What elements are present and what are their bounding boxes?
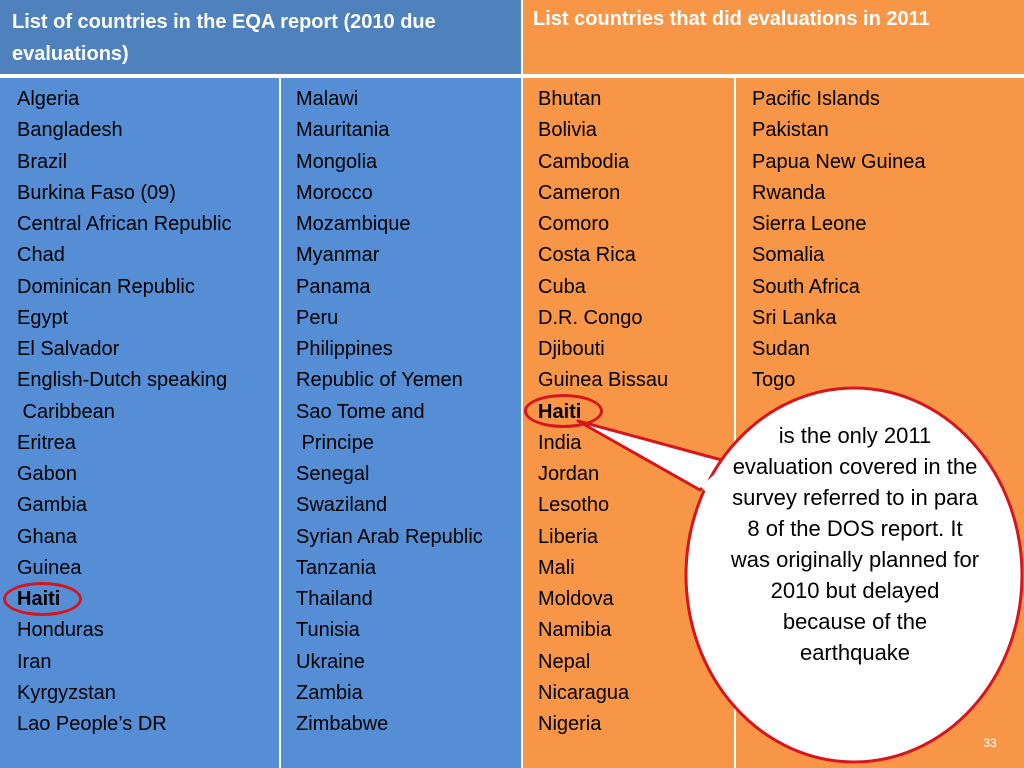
country-item: India: [538, 431, 582, 454]
country-item: Morocco: [296, 181, 373, 204]
country-item: Republic of Yemen: [296, 369, 463, 392]
country-item: Papua New Guinea: [752, 150, 926, 173]
country-item: Namibia: [538, 619, 612, 642]
country-item: Bolivia: [538, 119, 597, 142]
country-item: Mozambique: [296, 213, 411, 235]
country-item: Togo: [752, 369, 796, 392]
country-item: Kyrgyzstan: [17, 681, 116, 704]
country-item: Thailand: [296, 588, 373, 610]
page-number: 33: [983, 736, 997, 750]
country-item: Peru: [296, 306, 339, 329]
country-item: Dominican Republic: [17, 275, 195, 298]
country-item: Comoro: [538, 213, 610, 235]
country-item: Burkina Faso (09): [17, 181, 176, 204]
country-item: Zimbabwe: [296, 713, 389, 735]
country-item: Central African Republic: [17, 213, 232, 235]
country-item: Swaziland: [296, 494, 388, 517]
country-list: Malawi Mauritania Mongolia Morocco Mozambiqu…: [296, 87, 483, 743]
column-eqa-2: Malawi Mauritania Mongolia Morocco Mozambiqu…: [281, 78, 521, 768]
country-item: Malawi: [296, 88, 359, 110]
country-item: Panama: [296, 275, 371, 298]
country-item: Gabon: [17, 463, 78, 485]
country-item: Nicaragua: [538, 681, 630, 704]
country-item: Brazil: [17, 150, 68, 173]
country-item: Guinea Bissau: [538, 369, 669, 392]
country-item: Pakistan: [752, 119, 829, 142]
country-list: Algeria Bangladesh Brazil Burkina Faso (09)…: [17, 87, 232, 743]
country-item: Senegal: [296, 463, 370, 485]
country-item: Pacific Islands: [752, 88, 880, 110]
country-item: Nepal: [538, 650, 591, 673]
country-item: Sao Tome and: [296, 400, 425, 423]
country-item: Nigeria: [538, 713, 602, 735]
country-item: South Africa: [752, 275, 860, 298]
country-item: Sudan: [752, 338, 810, 360]
country-item: Ghana: [17, 525, 78, 548]
country-item: Egypt: [17, 306, 69, 329]
country-item: Algeria: [17, 88, 80, 110]
country-item: Syrian Arab Republic: [296, 525, 483, 548]
country-item: Chad: [17, 244, 65, 267]
country-item: Gambia: [17, 494, 88, 517]
country-item: Iran: [17, 650, 52, 673]
country-item: Myanmar: [296, 244, 380, 267]
country-item: Principe: [296, 431, 374, 454]
haiti-highlight-ring: [524, 394, 603, 428]
callout-text: is the only 2011 evaluation covered in t…: [730, 423, 980, 665]
country-item: Cameron: [538, 181, 621, 204]
country-item: Djibouti: [538, 338, 605, 360]
country-item: Liberia: [538, 525, 599, 548]
country-item: Jordan: [538, 463, 600, 485]
country-item: Costa Rica: [538, 244, 636, 267]
country-item: Mongolia: [296, 150, 378, 173]
country-item: Guinea: [17, 556, 82, 579]
country-item: Honduras: [17, 619, 104, 642]
country-item: Ukraine: [296, 650, 365, 673]
haiti-highlight-ring: [3, 582, 82, 616]
country-item: Bangladesh: [17, 119, 123, 142]
country-list: Pacific Islands Pakistan Papua New Guinea R…: [752, 87, 925, 400]
header-left-title: List of countries in the EQA report (201…: [0, 0, 521, 74]
country-item: Philippines: [296, 338, 393, 360]
country-item: Tanzania: [296, 556, 377, 579]
country-item: Rwanda: [752, 181, 826, 204]
country-item: Eritrea: [17, 431, 76, 454]
country-item: Caribbean: [17, 400, 115, 423]
country-item: Zambia: [296, 681, 363, 704]
country-item: Bhutan: [538, 88, 602, 110]
country-item: English-Dutch speaking: [17, 369, 228, 392]
country-item: Lesotho: [538, 494, 610, 517]
country-item: El Salvador: [17, 338, 120, 360]
country-item: Sri Lanka: [752, 306, 837, 329]
country-item: Mali: [538, 556, 575, 579]
country-item: Mauritania: [296, 119, 390, 142]
country-item: Moldova: [538, 588, 614, 610]
country-item: Cambodia: [538, 150, 630, 173]
country-item: Tunisia: [296, 619, 360, 642]
header-right-title: List countries that did evaluations in 2…: [523, 0, 1024, 74]
country-item: Somalia: [752, 244, 825, 267]
country-item: Lao People’s DR: [17, 713, 167, 735]
country-item: D.R. Congo: [538, 306, 643, 329]
column-eqa-1: Algeria Bangladesh Brazil Burkina Faso (09)…: [0, 78, 279, 768]
country-item: Cuba: [538, 275, 586, 298]
country-item: Sierra Leone: [752, 213, 867, 235]
